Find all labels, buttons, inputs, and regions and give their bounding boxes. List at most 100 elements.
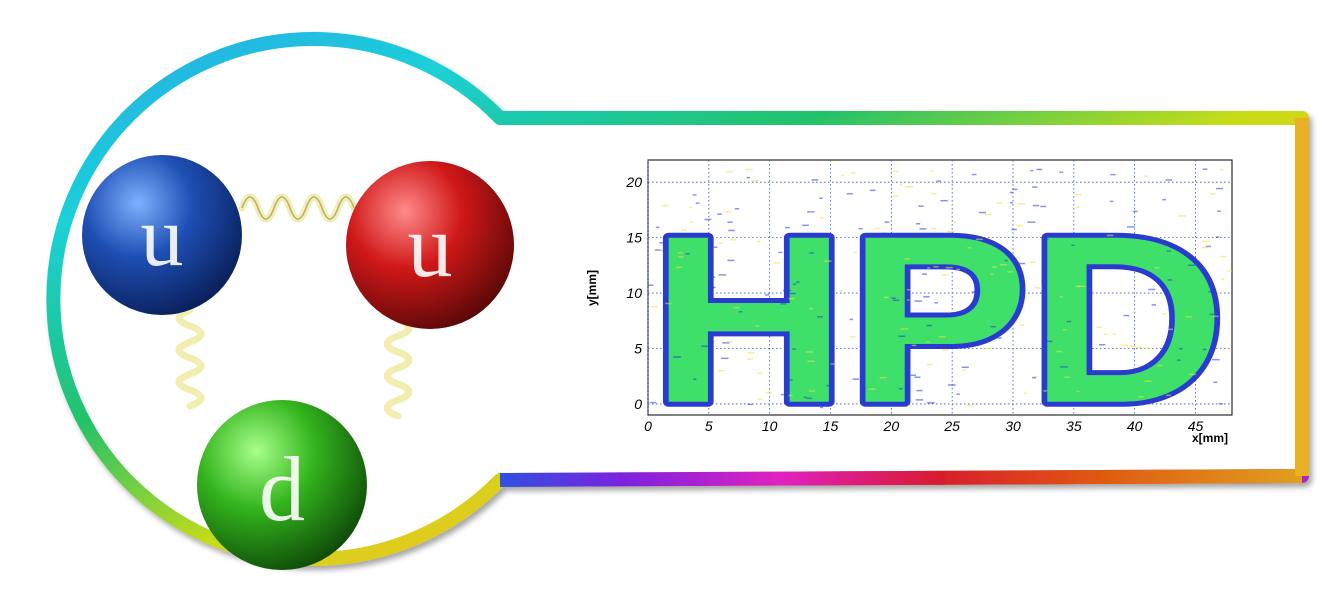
hit-pixel — [817, 316, 823, 318]
hit-pixel — [1059, 366, 1068, 368]
hit-pixel — [1075, 206, 1080, 208]
hit-pixel — [1215, 236, 1220, 238]
hit-pixel — [892, 299, 900, 302]
x-tick-label: 5 — [705, 418, 713, 434]
hit-pixel — [1148, 288, 1156, 291]
hit-pixel — [990, 273, 994, 275]
hit-pixel — [1027, 221, 1036, 223]
hit-pixel — [841, 174, 845, 177]
hit-pixel — [655, 226, 660, 229]
hit-pixel — [662, 204, 669, 207]
hit-pixel — [1202, 240, 1210, 243]
hit-pixel — [1162, 313, 1167, 315]
hit-pixel — [883, 296, 889, 299]
hit-pattern-letters: HPD — [650, 186, 1225, 453]
x-tick-label: 20 — [883, 418, 900, 434]
hit-pixel — [906, 299, 910, 301]
hit-pixel — [811, 179, 819, 181]
hit-pixel — [1036, 168, 1042, 171]
y-tick-label: 10 — [626, 285, 642, 301]
hit-pixel — [938, 335, 946, 338]
hit-pixel — [1023, 392, 1028, 394]
hit-pixel — [936, 180, 941, 182]
hit-pixel — [710, 286, 716, 289]
hit-pixel — [1178, 348, 1183, 350]
hit-pixel — [1043, 390, 1048, 392]
hit-pixel — [923, 296, 930, 298]
hit-pixel — [805, 351, 814, 353]
hit-pixel — [722, 342, 730, 344]
y-axis-label: y[mm] — [585, 270, 599, 306]
hit-pixel — [925, 341, 931, 343]
hit-pixel — [1071, 244, 1075, 246]
hit-pixel — [858, 227, 863, 230]
hit-pixel — [685, 253, 690, 255]
hit-pixel — [904, 258, 911, 260]
hit-pixel — [1133, 311, 1137, 314]
hit-pixel — [899, 184, 903, 186]
hit-pixel — [693, 378, 697, 381]
hit-pixel — [785, 226, 790, 229]
hit-pixel — [898, 335, 906, 338]
hit-pixel — [1012, 188, 1018, 191]
hit-pixel — [930, 192, 937, 195]
hit-pixel — [1034, 287, 1043, 289]
hit-pixel — [654, 249, 662, 251]
hit-pixel — [906, 289, 911, 291]
hit-pixel — [1165, 179, 1172, 181]
hit-pixel — [1167, 279, 1173, 281]
hit-pixel — [756, 372, 763, 375]
hit-pixel — [747, 358, 754, 360]
hit-pixel — [662, 250, 669, 252]
hit-pixel — [1131, 403, 1139, 405]
hit-pixel — [931, 227, 937, 230]
hit-pixel — [1103, 333, 1108, 336]
hit-pixel — [1123, 314, 1130, 317]
hit-pixel — [1138, 395, 1144, 398]
hit-pixel — [773, 262, 781, 264]
hit-pixel — [677, 252, 683, 254]
hit-pixel — [945, 266, 953, 269]
hit-pixel — [1185, 315, 1193, 318]
hit-pixel — [1208, 290, 1212, 293]
hit-pixel — [728, 229, 735, 232]
hit-pixel — [927, 402, 935, 404]
hit-pixel — [1202, 168, 1208, 170]
hit-pixel — [846, 193, 853, 195]
hit-pixel — [927, 267, 931, 269]
hit-pixel — [807, 360, 815, 362]
hit-pattern-letters: HPD — [650, 186, 1225, 453]
hit-pixel — [914, 300, 922, 302]
hit-pixel — [915, 399, 924, 401]
hit-pixel — [961, 366, 969, 369]
hit-pixel — [1166, 250, 1172, 252]
hit-pixel — [1033, 375, 1038, 378]
hit-pixel — [704, 218, 712, 221]
hit-pixel — [1004, 259, 1008, 262]
x-tick-label: 0 — [644, 418, 652, 434]
hit-pixel — [692, 194, 697, 196]
hit-pixel — [788, 394, 793, 397]
hit-pixel — [1144, 380, 1152, 382]
hit-pixel — [1062, 329, 1067, 331]
hit-pixel — [934, 302, 938, 304]
hit-pixel — [689, 206, 693, 209]
hit-pixel — [830, 363, 836, 365]
hit-pixel — [1132, 210, 1138, 213]
hit-pixel — [729, 238, 737, 241]
y-tick-label: 15 — [626, 230, 642, 246]
hit-pixel — [961, 234, 967, 237]
hit-pixel — [1019, 324, 1024, 327]
hit-pixel — [746, 176, 750, 179]
quark-label-1: u — [141, 188, 184, 284]
hit-pixel — [898, 388, 903, 390]
hit-pixel — [727, 221, 733, 224]
hit-pixel — [665, 302, 672, 305]
hit-pixel — [806, 397, 812, 400]
hit-pixel — [783, 289, 791, 292]
hit-pixel — [1178, 215, 1186, 217]
hit-pixel — [747, 352, 755, 354]
hit-pixel — [718, 274, 727, 276]
